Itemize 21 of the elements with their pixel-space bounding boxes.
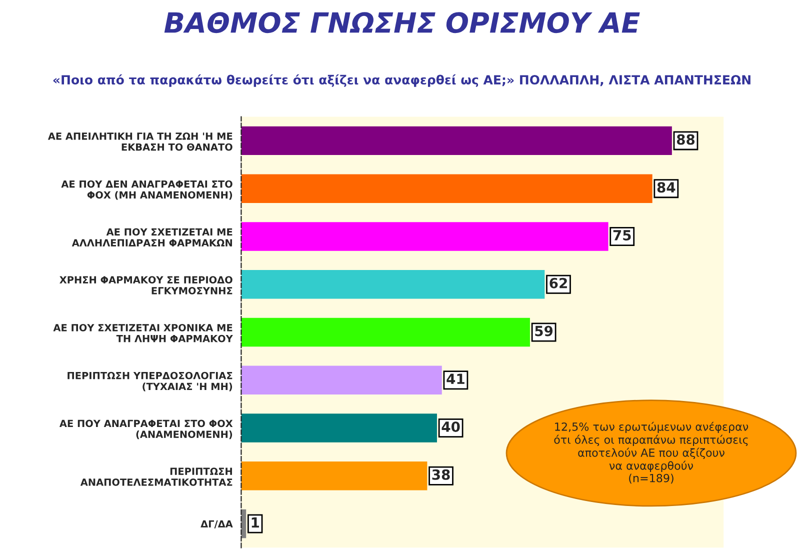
chart-subtitle: «Ποιο από τα παρακάτω θεωρείτε ότι αξίζει να αναφερθεί ως ΑΕ;» ΠΟΛΛΑΠΛΗ, ΛΙΣΤΑ ΑΠΑΝΤΗΣΕΩΝ: [53, 74, 750, 87]
data-label: 38: [432, 469, 450, 480]
data-label: 40: [442, 421, 460, 432]
y-tick-label: ΠΕΡΙΠΤΩΣΗ ΑΝΑΠΟΤΕΛΕΣΜΑΤΙΚΟΤΗΤΑΣ: [80, 468, 232, 486]
y-tick-label: ΑΕ ΠΟΥ ΑΝΑΓΡΑΦΕΤΑΙ ΣΤΟ ΦΟΧ (ΑΝΑΜΕΝΟΜΕΝΗ): [59, 420, 233, 440]
y-tick-label: ΔΓ/ΔΑ: [200, 520, 233, 528]
annotation: 12,5% των ερωτώμενων ανέφεραν ότι όλες οι παραπάνω περιπτώσεις αποτελούν ΑΕ που αξίζουν να αναφερθούν (n=189): [554, 422, 748, 484]
data-label: 41: [446, 374, 464, 384]
data-label: 59: [535, 326, 553, 336]
y-tick-label: ΑΕ ΑΠΕΙΛΗΤΙΚΗ ΓΙΑ ΤΗ ΖΩΗ 'Η ΜΕ ΕΚΒΑΣΗ ΤΟ ΘΑΝΑΤΟ: [48, 132, 232, 151]
data-label: 88: [676, 134, 695, 145]
y-tick-label: ΑΕ ΠΟΥ ΔΕΝ ΑΝΑΓΡΑΦΕΤΑΙ ΣΤΟ ΦΟΧ (ΜΗ ΑΝΑΜΕΝΟΜΕΝΗ): [61, 180, 232, 200]
y-tick-label: ΑΕ ΠΟΥ ΣΧΕΤΙΖΕΤΑΙ ΜΕ ΑΛΛΗΛΕΠΙΔΡΑΣΗ ΦΑΡΜΑΚΩΝ: [72, 228, 232, 246]
y-tick-label: ΠΕΡΙΠΤΩΣΗ ΥΠΕΡΔΟΣΟΛΟΓΙΑΣ (ΤΥΧΑΙΑΣ 'Η ΜΗ): [68, 372, 232, 392]
chart-title: ΒΑΘΜΟΣ ΓΝΩΣΗΣ ΟΡΙΣΜΟΥ ΑΕ: [164, 12, 640, 34]
y-tick-label: ΑΕ ΠΟΥ ΣΧΕΤΙΖΕΤΑΙ ΧΡΟΝΙΚΑ ΜΕ ΤΗ ΛΗΨΗ ΦΑΡΜΑΚΟΥ: [53, 324, 233, 342]
data-label: 1: [252, 517, 259, 528]
data-label: 62: [550, 278, 567, 288]
data-label: 75: [613, 230, 631, 240]
y-tick-label: ΧΡΗΣΗ ΦΑΡΜΑΚΟΥ ΣΕ ΠΕΡΙΟΔΟ ΕΓΚΥΜΟΣΥΝΗΣ: [60, 276, 232, 294]
data-label: 84: [657, 182, 676, 193]
